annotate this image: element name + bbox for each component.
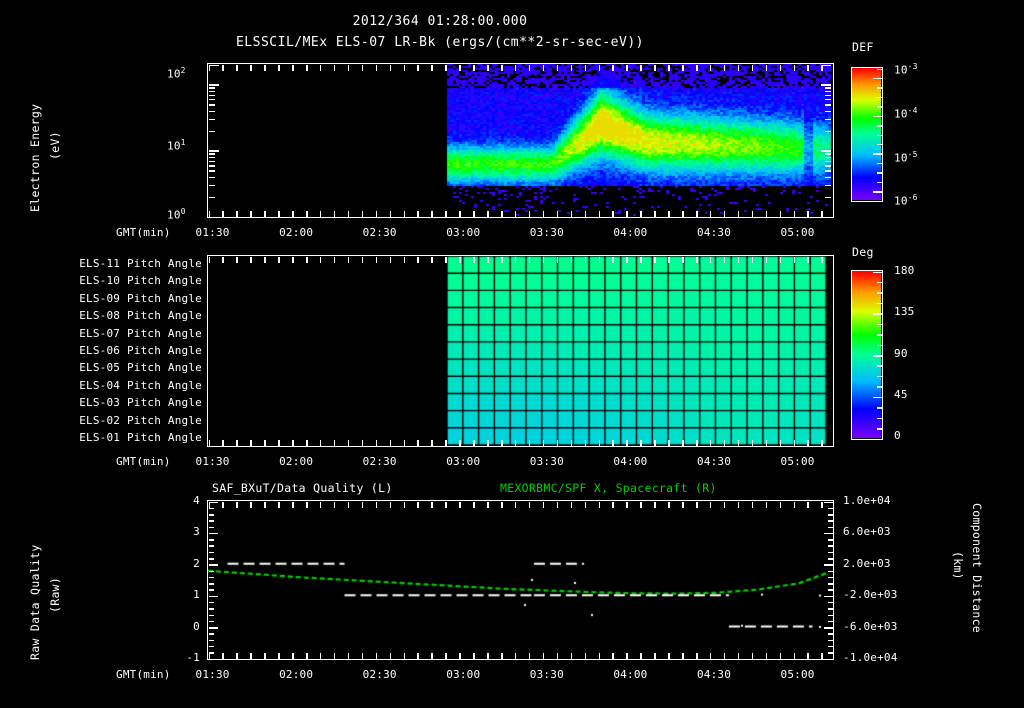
panel3-ytick-left: 3 — [193, 525, 200, 539]
panel3-ytick-right: -6.0e+03 — [843, 619, 898, 633]
panel3-plot-frame[interactable] — [207, 500, 834, 660]
panel1-ylabel-units: (eV) — [48, 131, 62, 160]
panel3-title-right: MEXORBMC/SPF X, Spacecraft (R) — [500, 481, 717, 495]
xtick-label: 03:30 — [529, 226, 564, 239]
xtick-label: 03:00 — [446, 668, 481, 681]
panel3-ylabel-left: Raw Data Quality — [28, 544, 42, 660]
panel1-ytick-2: 102 — [167, 66, 186, 81]
panel3-ylabel-left-line1: Raw Data Quality — [28, 544, 42, 660]
xtick-label: 04:30 — [696, 455, 732, 468]
xtick-label: 05:00 — [780, 668, 815, 681]
def-tick--5: 10-5 — [894, 150, 918, 165]
panel3-ytick-left: 0 — [193, 619, 200, 633]
def-tick--3: 10-3 — [894, 62, 918, 77]
xtick-label: 05:00 — [780, 226, 815, 239]
xtick-label: 02:00 — [279, 226, 314, 239]
deg-colorbar-title: Deg — [852, 245, 874, 259]
page-title: 2012/364 01:28:00.000 — [352, 14, 528, 29]
xtick-label: 02:30 — [362, 668, 397, 681]
deg-tick-135: 135 — [894, 305, 915, 318]
panel3-ytick-left: -1 — [186, 651, 200, 664]
panel2-xaxis-label: GMT(min) — [116, 455, 171, 468]
panel2-row-label: ELS-09 Pitch Angle — [79, 291, 202, 305]
panel2-row-label: ELS-05 Pitch Angle — [79, 361, 202, 375]
panel2-row-label: ELS-02 Pitch Angle — [79, 413, 202, 427]
panel2-row-label: ELS-04 Pitch Angle — [79, 378, 202, 392]
def-tick--4: 10-4 — [894, 106, 918, 121]
deg-tick-45: 45 — [894, 388, 908, 401]
panel1-ylabel-line1: Electron Energy — [28, 103, 42, 212]
panel2-row-label: ELS-01 Pitch Angle — [79, 431, 202, 445]
panel3-ytick-left: 2 — [193, 556, 200, 570]
panel3-ytick-right: -2.0e+03 — [843, 588, 898, 602]
panel3-ylabel-left-line2: (Raw) — [48, 576, 62, 613]
panel3-ytick-right: 1.0e+04 — [843, 494, 891, 507]
panel3-ytick-left: 4 — [193, 494, 200, 507]
panel3-title-left: SAF_BXuT/Data Quality (L) — [212, 481, 393, 495]
xtick-label: 02:30 — [362, 455, 397, 468]
panel3-ylabel-left-units: (Raw) — [48, 577, 62, 613]
deg-colorbar[interactable] — [851, 270, 883, 440]
panel1-ylabel: Electron Energy — [28, 104, 42, 212]
panel2-row-label: ELS-10 Pitch Angle — [79, 274, 202, 288]
xtick-label: 04:00 — [613, 226, 648, 239]
xtick-label: 01:30 — [195, 668, 230, 681]
def-colorbar-title: DEF — [852, 40, 874, 54]
xtick-label: 04:30 — [696, 226, 732, 239]
panel3-ylabel-right-units: (km) — [951, 551, 965, 580]
xtick-label: 04:30 — [696, 668, 732, 681]
xtick-label: 03:30 — [529, 455, 564, 468]
xtick-label: 02:00 — [279, 455, 314, 468]
panel3-ytick-right: 6.0e+03 — [843, 525, 891, 539]
panel2-row-label: ELS-07 Pitch Angle — [79, 326, 202, 340]
panel2-row-label: ELS-11 Pitch Angle — [79, 256, 202, 270]
panel1-plot-frame[interactable] — [207, 63, 834, 218]
panel1-ylabel-line2: (eV) — [48, 131, 62, 160]
xtick-label: 03:00 — [446, 226, 481, 239]
panel3-ylabel-right-line2: (km) — [951, 551, 965, 580]
panel2-row-label: ELS-06 Pitch Angle — [79, 344, 202, 357]
xtick-label: 02:00 — [279, 668, 314, 681]
panel2-plot-frame[interactable] — [207, 255, 834, 447]
panel1-xaxis-label: GMT(min) — [116, 226, 171, 239]
xtick-label: 01:30 — [195, 226, 230, 239]
xtick-label: 01:30 — [195, 455, 230, 468]
def-tick--6: 10-6 — [894, 193, 918, 208]
panel1-ytick-1: 101 — [167, 138, 186, 153]
xtick-label: 03:30 — [529, 668, 564, 681]
page-subtitle: ELSSCIL/MEx ELS-07 LR-Bk (ergs/(cm**2-sr… — [235, 35, 644, 50]
deg-tick-0: 0 — [894, 429, 901, 442]
deg-tick-180: 180 — [894, 264, 915, 277]
panel3-xaxis-label: GMT(min) — [116, 668, 171, 681]
xtick-label: 05:00 — [780, 455, 815, 468]
panel3-ytick-left: 1 — [193, 588, 200, 602]
panel3-ytick-right: -1.0e+04 — [843, 651, 898, 664]
deg-tick-90: 90 — [894, 347, 908, 360]
xtick-label: 04:00 — [613, 668, 648, 681]
xtick-label: 02:30 — [362, 226, 397, 239]
panel1-ytick-0: 100 — [167, 207, 186, 222]
xtick-label: 04:00 — [613, 455, 648, 468]
xtick-label: 03:00 — [446, 455, 481, 468]
panel2-row-label: ELS-08 Pitch Angle — [79, 309, 202, 323]
panel3-ylabel-right: Component Distance — [970, 503, 984, 633]
panel2-row-label: ELS-03 Pitch Angle — [79, 396, 202, 410]
panel3-ytick-right: 2.0e+03 — [843, 556, 891, 570]
panel3-ylabel-right-line1: Component Distance — [970, 503, 984, 634]
def-colorbar[interactable] — [851, 67, 883, 202]
